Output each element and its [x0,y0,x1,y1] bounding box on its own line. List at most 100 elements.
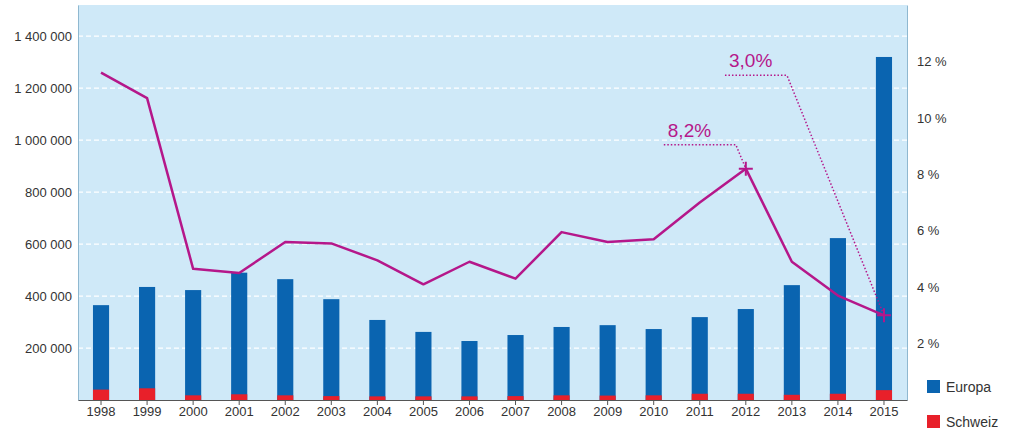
bar [830,394,846,400]
x-tick: 2006 [455,400,484,419]
y2-tick: 8 % [907,167,940,182]
bar [323,396,339,400]
bar [784,395,800,400]
x-tick-label: 2001 [225,404,254,419]
bar [876,390,892,400]
y2-tick: 4 % [907,280,940,295]
y2-tick-label: 10 % [917,111,947,126]
y-tick: 200 000 [25,341,78,356]
bar [277,279,293,400]
bar [277,395,293,400]
x-tick: 2007 [501,400,530,419]
x-tick-label: 2015 [870,404,899,419]
legend-label: Schweiz [946,414,998,430]
x-tick: 2005 [409,400,438,419]
bar [93,390,109,400]
annotation-leader [725,75,884,315]
x-tick-label: 2005 [409,404,438,419]
y2-tick-label: 2 % [917,336,940,351]
legend-label: Europa [946,379,991,395]
x-tick: 2010 [639,400,668,419]
y-tick-label: 200 000 [25,341,72,356]
y-tick-label: 1 200 000 [14,81,72,96]
annotation-text: 8,2% [668,120,711,141]
bar [415,332,431,400]
x-tick: 2000 [179,400,208,419]
bar [554,395,570,400]
y2-tick-label: 6 % [917,223,940,238]
annotation-text: 3,0% [729,50,772,71]
y-tick-label: 1 000 000 [14,133,72,148]
grid-line [78,88,907,89]
annotation-marker [877,308,891,322]
bar [369,320,385,400]
x-tick-label: 2012 [731,404,760,419]
y-tick: 1 000 000 [14,133,78,148]
grid-line [78,36,907,37]
x-tick: 2015 [870,400,899,419]
x-tick: 2013 [777,400,806,419]
x-tick-label: 2006 [455,404,484,419]
bar [876,57,892,400]
grid-line [78,295,907,296]
y-tick: 800 000 [25,185,78,200]
y2-tick: 2 % [907,336,940,351]
x-tick: 2011 [686,400,714,419]
grid-line [78,347,907,348]
x-tick: 2001 [225,400,254,419]
y-tick-label: 400 000 [25,289,72,304]
bar [139,287,155,400]
bar [692,394,708,400]
y-tick: 400 000 [25,289,78,304]
bar [738,309,754,400]
bar [415,396,431,400]
bar [692,317,708,400]
x-tick: 2014 [823,400,852,419]
bar [830,238,846,400]
grid-line [78,140,907,141]
grid-line [78,192,907,193]
x-axis-line [79,400,908,401]
x-tick-label: 2002 [271,404,300,419]
bar [323,299,339,400]
x-tick: 2009 [593,400,622,419]
line [101,73,884,316]
bar [554,327,570,400]
bar [600,325,616,400]
x-tick-label: 2013 [777,404,806,419]
legend-swatch [927,415,940,428]
annotations: 8,2% 3,0% [664,50,891,322]
legend-swatch [927,380,940,393]
bar [231,273,247,400]
grid [78,36,907,348]
x-tick-label: 2011 [686,404,714,419]
bar-series [93,388,892,400]
bar [507,335,523,400]
y2-tick-label: 8 % [917,167,940,182]
y2-axis: 2 %4 %6 %8 %10 %12 % [907,6,947,401]
chart: 200 000 400 000 600 000 800 000 1 000 000 1 2… [0,0,1024,443]
legend: Europa Schweiz [927,379,998,430]
y-axis: 200 000 400 000 600 000 800 000 1 000 000 1 2… [14,6,78,401]
x-tick: 2002 [271,400,300,419]
y2-tick: 10 % [907,111,947,126]
marks [93,57,892,400]
bar [738,394,754,400]
x-axis: 1998199920002001200220032004200520062007… [79,400,908,419]
bar [185,290,201,400]
x-tick: 2012 [731,400,760,419]
y-axis-line [78,6,79,401]
x-tick: 2008 [547,400,576,419]
y2-tick-label: 4 % [917,280,940,295]
plot-background [78,5,907,400]
bar [600,396,616,400]
bar-series [93,57,892,400]
y-tick-label: 800 000 [25,185,72,200]
y-tick-label: 600 000 [25,237,72,252]
bar [185,395,201,400]
y-tick: 600 000 [25,237,78,252]
x-tick: 1999 [133,400,162,419]
x-tick-label: 2009 [593,404,622,419]
bar [93,305,109,400]
bar [231,394,247,400]
